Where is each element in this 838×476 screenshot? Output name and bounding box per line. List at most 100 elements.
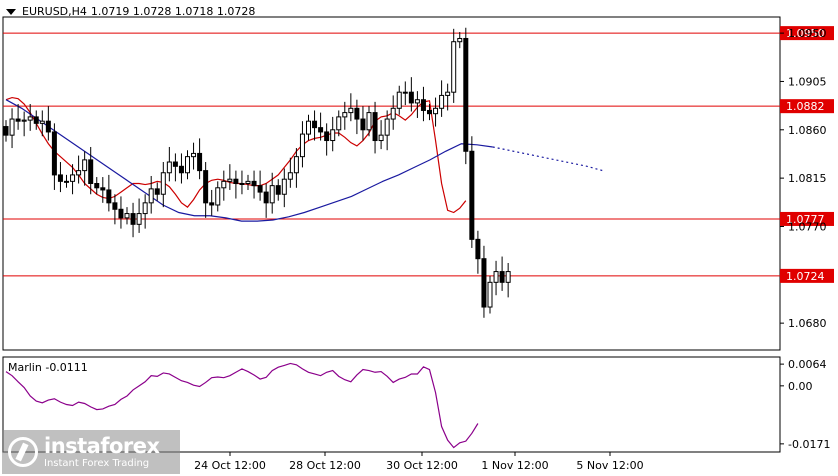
candle-body[interactable] bbox=[221, 180, 227, 189]
candle-body[interactable] bbox=[166, 161, 172, 174]
candle-body[interactable] bbox=[287, 172, 293, 180]
candle-body[interactable] bbox=[499, 271, 505, 283]
candle-body[interactable] bbox=[445, 91, 451, 96]
candle-body[interactable] bbox=[178, 165, 184, 174]
candle-body[interactable] bbox=[360, 118, 366, 131]
candle-body[interactable] bbox=[239, 183, 245, 185]
candle-body[interactable] bbox=[39, 120, 45, 124]
candle-body[interactable] bbox=[330, 129, 336, 142]
candle-body[interactable] bbox=[312, 120, 318, 129]
candle-body[interactable] bbox=[82, 159, 88, 172]
candle-body[interactable] bbox=[185, 156, 190, 174]
candle-body[interactable] bbox=[451, 41, 457, 93]
candle-body[interactable] bbox=[463, 37, 469, 152]
candle-body[interactable] bbox=[306, 120, 311, 135]
candle-body[interactable] bbox=[227, 178, 233, 182]
candle-body[interactable] bbox=[402, 91, 408, 94]
candle-body[interactable] bbox=[142, 202, 148, 215]
candle-body[interactable] bbox=[275, 185, 281, 195]
candle-body[interactable] bbox=[263, 191, 269, 204]
candle-body[interactable] bbox=[124, 213, 130, 219]
logo-name: instaforex bbox=[44, 433, 160, 458]
candle-body[interactable] bbox=[154, 188, 160, 195]
candle-body[interactable] bbox=[433, 107, 439, 115]
candle-body[interactable] bbox=[457, 37, 463, 43]
candle-body[interactable] bbox=[427, 109, 432, 115]
chevron-down-icon[interactable] bbox=[6, 8, 16, 15]
candle-body[interactable] bbox=[257, 185, 263, 193]
candle-body[interactable] bbox=[136, 213, 142, 225]
candle-body[interactable] bbox=[414, 99, 420, 104]
candle-body[interactable] bbox=[148, 188, 154, 204]
candle-body[interactable] bbox=[348, 107, 354, 114]
level-label: 1.0882 bbox=[786, 100, 825, 113]
candle-body[interactable] bbox=[160, 172, 166, 195]
candle-body[interactable] bbox=[366, 112, 372, 131]
candle-body[interactable] bbox=[45, 120, 51, 133]
candle-body[interactable] bbox=[172, 161, 178, 167]
candle-body[interactable] bbox=[384, 118, 390, 136]
candle-body[interactable] bbox=[439, 94, 445, 109]
candle-body[interactable] bbox=[469, 150, 475, 240]
candle-body[interactable] bbox=[88, 159, 94, 184]
candle-body[interactable] bbox=[33, 116, 39, 124]
instaforex-logo: instaforex Instant Forex Trading bbox=[2, 430, 180, 474]
candle-body[interactable] bbox=[336, 116, 342, 131]
osc-tick-label: 0.0064 bbox=[788, 358, 827, 371]
candle-body[interactable] bbox=[21, 119, 27, 122]
candle-body[interactable] bbox=[51, 131, 57, 176]
candle-body[interactable] bbox=[27, 116, 33, 121]
candle-body[interactable] bbox=[281, 178, 287, 195]
candle-body[interactable] bbox=[318, 127, 324, 133]
candle-body[interactable] bbox=[390, 107, 396, 120]
candle-body[interactable] bbox=[233, 178, 239, 185]
candle-body[interactable] bbox=[354, 107, 360, 120]
symbol-label: EURUSD,H4 bbox=[22, 5, 87, 18]
candle-body[interactable] bbox=[487, 281, 493, 308]
candles[interactable] bbox=[3, 27, 511, 318]
candle-body[interactable] bbox=[378, 134, 384, 142]
candle-body[interactable] bbox=[57, 174, 63, 182]
candle-body[interactable] bbox=[191, 152, 197, 158]
candle-body[interactable] bbox=[215, 187, 221, 206]
candle-body[interactable] bbox=[293, 156, 299, 174]
candle-body[interactable] bbox=[3, 126, 9, 136]
candle-body[interactable] bbox=[372, 112, 378, 142]
time-tick-label: 24 Oct 12:00 bbox=[194, 459, 266, 472]
osc-tick-label: 0.00 bbox=[788, 380, 813, 393]
candle-body[interactable] bbox=[505, 271, 511, 283]
candle-body[interactable] bbox=[475, 238, 481, 260]
candle-body[interactable] bbox=[342, 112, 348, 118]
candle-body[interactable] bbox=[9, 118, 15, 136]
candle-body[interactable] bbox=[203, 170, 209, 204]
candle-body[interactable] bbox=[76, 170, 82, 176]
price-tick-label: 1.0905 bbox=[788, 75, 827, 88]
candle-body[interactable] bbox=[70, 174, 76, 182]
candle-body[interactable] bbox=[481, 258, 487, 308]
price-tick-label: 1.0770 bbox=[788, 220, 827, 233]
candle-body[interactable] bbox=[197, 152, 203, 172]
candle-body[interactable] bbox=[118, 208, 124, 219]
level-label: 1.0724 bbox=[786, 270, 825, 283]
candle-body[interactable] bbox=[64, 180, 69, 183]
osc-tick-label: -0.0171 bbox=[788, 438, 830, 451]
candle-body[interactable] bbox=[299, 133, 305, 158]
candle-body[interactable] bbox=[251, 180, 257, 187]
candle-body[interactable] bbox=[106, 189, 112, 204]
candle-body[interactable] bbox=[420, 99, 426, 111]
candle-body[interactable] bbox=[209, 202, 215, 206]
candle-body[interactable] bbox=[130, 213, 136, 225]
candle-body[interactable] bbox=[396, 91, 402, 109]
candle-body[interactable] bbox=[112, 202, 118, 210]
candle-body[interactable] bbox=[269, 185, 275, 204]
candle-body[interactable] bbox=[100, 187, 106, 191]
indicator-value: -0.0111 bbox=[45, 361, 88, 374]
candle-body[interactable] bbox=[324, 131, 330, 142]
candle-body[interactable] bbox=[15, 118, 21, 122]
price-tick-label: 1.0680 bbox=[788, 317, 827, 330]
candle-body[interactable] bbox=[408, 91, 414, 104]
candle-body[interactable] bbox=[94, 183, 100, 189]
candle-body[interactable] bbox=[493, 271, 499, 283]
candle-body[interactable] bbox=[245, 180, 251, 184]
logo-icon bbox=[8, 437, 38, 467]
